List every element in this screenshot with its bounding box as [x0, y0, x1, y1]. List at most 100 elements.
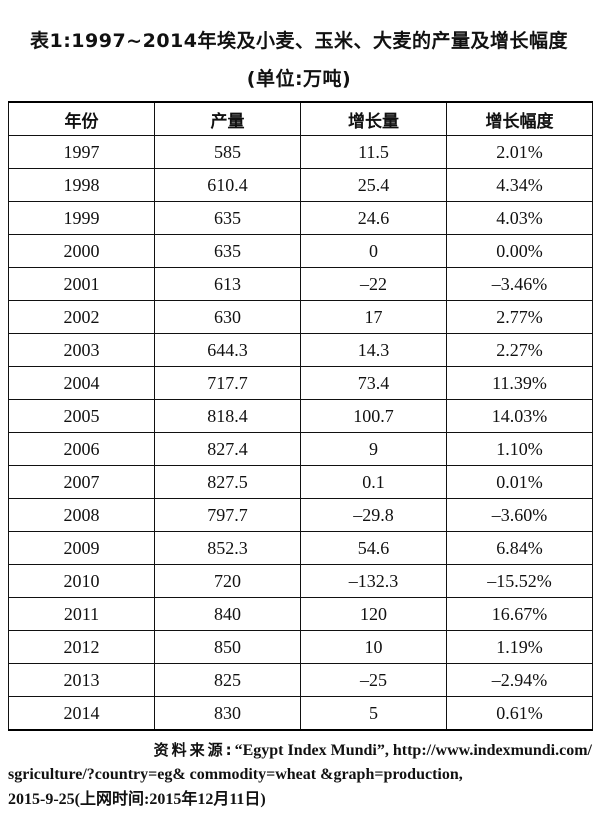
cell-year: 2013 — [8, 663, 155, 697]
cell-growth: 17 — [300, 300, 447, 334]
header-growth: 增长量 — [300, 101, 447, 136]
cell-year: 2007 — [8, 465, 155, 499]
cell-year: 2012 — [8, 630, 155, 664]
cell-output: 585 — [154, 135, 301, 169]
cell-output: 850 — [154, 630, 301, 664]
table-row: 2013 825 –25 –2.94% — [8, 663, 593, 697]
cell-growth: –29.8 — [300, 498, 447, 532]
cell-output: 818.4 — [154, 399, 301, 433]
cell-growth-rate: 4.03% — [446, 201, 593, 235]
cell-growth-rate: 2.27% — [446, 333, 593, 367]
table-row: 2004 717.7 73.4 11.39% — [8, 366, 593, 400]
cell-growth: 10 — [300, 630, 447, 664]
table-row: 2003 644.3 14.3 2.27% — [8, 333, 593, 367]
cell-output: 613 — [154, 267, 301, 301]
cell-year: 2011 — [8, 597, 155, 631]
cell-output: 635 — [154, 234, 301, 268]
cell-growth: 100.7 — [300, 399, 447, 433]
cell-growth: 120 — [300, 597, 447, 631]
header-row: 年份 产量 增长量 增长幅度 — [8, 101, 593, 136]
table-row: 2012 850 10 1.19% — [8, 630, 593, 664]
table-row: 2006 827.4 9 1.10% — [8, 432, 593, 466]
cell-growth-rate: 16.67% — [446, 597, 593, 631]
cell-growth-rate: 2.01% — [446, 135, 593, 169]
cell-output: 825 — [154, 663, 301, 697]
cell-output: 644.3 — [154, 333, 301, 367]
header-output: 产量 — [154, 101, 301, 136]
header-year: 年份 — [8, 101, 155, 136]
cell-growth-rate: –15.52% — [446, 564, 593, 598]
cell-year: 2003 — [8, 333, 155, 367]
cell-growth-rate: –2.94% — [446, 663, 593, 697]
source-line-2: sgriculture/?country=eg& commodity=wheat… — [8, 766, 463, 783]
cell-growth: 25.4 — [300, 168, 447, 202]
cell-growth-rate: 0.01% — [446, 465, 593, 499]
cell-growth-rate: 4.34% — [446, 168, 593, 202]
table-row: 2000 635 0 0.00% — [8, 234, 593, 268]
cell-growth: –22 — [300, 267, 447, 301]
table-unit: (单位:万吨) — [246, 68, 352, 90]
cell-growth: 54.6 — [300, 531, 447, 565]
table-row: 2009 852.3 54.6 6.84% — [8, 531, 593, 565]
source-line-3: 2015-9-25(上网时间:2015年12月11日) — [8, 791, 266, 808]
cell-year: 2005 — [8, 399, 155, 433]
cell-growth: 9 — [300, 432, 447, 466]
cell-year: 2010 — [8, 564, 155, 598]
cell-growth-rate: 0.61% — [446, 696, 593, 731]
cell-growth: 0.1 — [300, 465, 447, 499]
cell-output: 635 — [154, 201, 301, 235]
cell-year: 2000 — [8, 234, 155, 268]
cell-output: 630 — [154, 300, 301, 334]
cell-year: 2006 — [8, 432, 155, 466]
table-row: 2008 797.7 –29.8 –3.60% — [8, 498, 593, 532]
cell-year: 2008 — [8, 498, 155, 532]
cell-year: 2014 — [8, 696, 155, 731]
cell-growth-rate: 1.19% — [446, 630, 593, 664]
cell-growth: –132.3 — [300, 564, 447, 598]
cell-output: 610.4 — [154, 168, 301, 202]
table-row: 2010 720 –132.3 –15.52% — [8, 564, 593, 598]
cell-growth-rate: 1.10% — [446, 432, 593, 466]
table-row: 2005 818.4 100.7 14.03% — [8, 399, 593, 433]
cell-output: 830 — [154, 696, 301, 731]
cell-year: 2002 — [8, 300, 155, 334]
table-row: 1999 635 24.6 4.03% — [8, 201, 593, 235]
cell-output: 840 — [154, 597, 301, 631]
table-row: 2014 830 5 0.61% — [8, 696, 593, 731]
cell-growth-rate: 14.03% — [446, 399, 593, 433]
table-row: 2001 613 –22 –3.46% — [8, 267, 593, 301]
source-line-1: 资料来源:“Egypt Index Mundi”, http://www.ind… — [8, 740, 592, 761]
cell-growth: 14.3 — [300, 333, 447, 367]
cell-growth-rate: 6.84% — [446, 531, 593, 565]
cell-year: 1997 — [8, 135, 155, 169]
cell-output: 720 — [154, 564, 301, 598]
source-label: 资料来源: — [153, 741, 235, 759]
table-title: 表1:1997~2014年埃及小麦、玉米、大麦的产量及增长幅度 — [29, 30, 568, 52]
table-row: 1998 610.4 25.4 4.34% — [8, 168, 593, 202]
cell-growth: 0 — [300, 234, 447, 268]
cell-output: 852.3 — [154, 531, 301, 565]
cell-growth: 73.4 — [300, 366, 447, 400]
cell-year: 1999 — [8, 201, 155, 235]
table-row: 2002 630 17 2.77% — [8, 300, 593, 334]
cell-growth-rate: 0.00% — [446, 234, 593, 268]
cell-year: 2009 — [8, 531, 155, 565]
cell-growth-rate: 2.77% — [446, 300, 593, 334]
table-row: 1997 585 11.5 2.01% — [8, 135, 593, 169]
cell-year: 2004 — [8, 366, 155, 400]
cell-output: 827.4 — [154, 432, 301, 466]
cell-growth-rate: –3.60% — [446, 498, 593, 532]
cell-output: 717.7 — [154, 366, 301, 400]
cell-year: 1998 — [8, 168, 155, 202]
cell-growth-rate: –3.46% — [446, 267, 593, 301]
cell-output: 827.5 — [154, 465, 301, 499]
table-row: 2011 840 120 16.67% — [8, 597, 593, 631]
cell-output: 797.7 — [154, 498, 301, 532]
cell-year: 2001 — [8, 267, 155, 301]
cell-growth-rate: 11.39% — [446, 366, 593, 400]
header-growth-rate: 增长幅度 — [446, 101, 593, 136]
source-text-1: “Egypt Index Mundi”, http://www.indexmun… — [234, 742, 592, 759]
cell-growth: –25 — [300, 663, 447, 697]
cell-growth: 5 — [300, 696, 447, 731]
production-table: 年份 产量 增长量 增长幅度 1997 585 11.5 2.01% 1998 610.4… — [8, 101, 593, 731]
